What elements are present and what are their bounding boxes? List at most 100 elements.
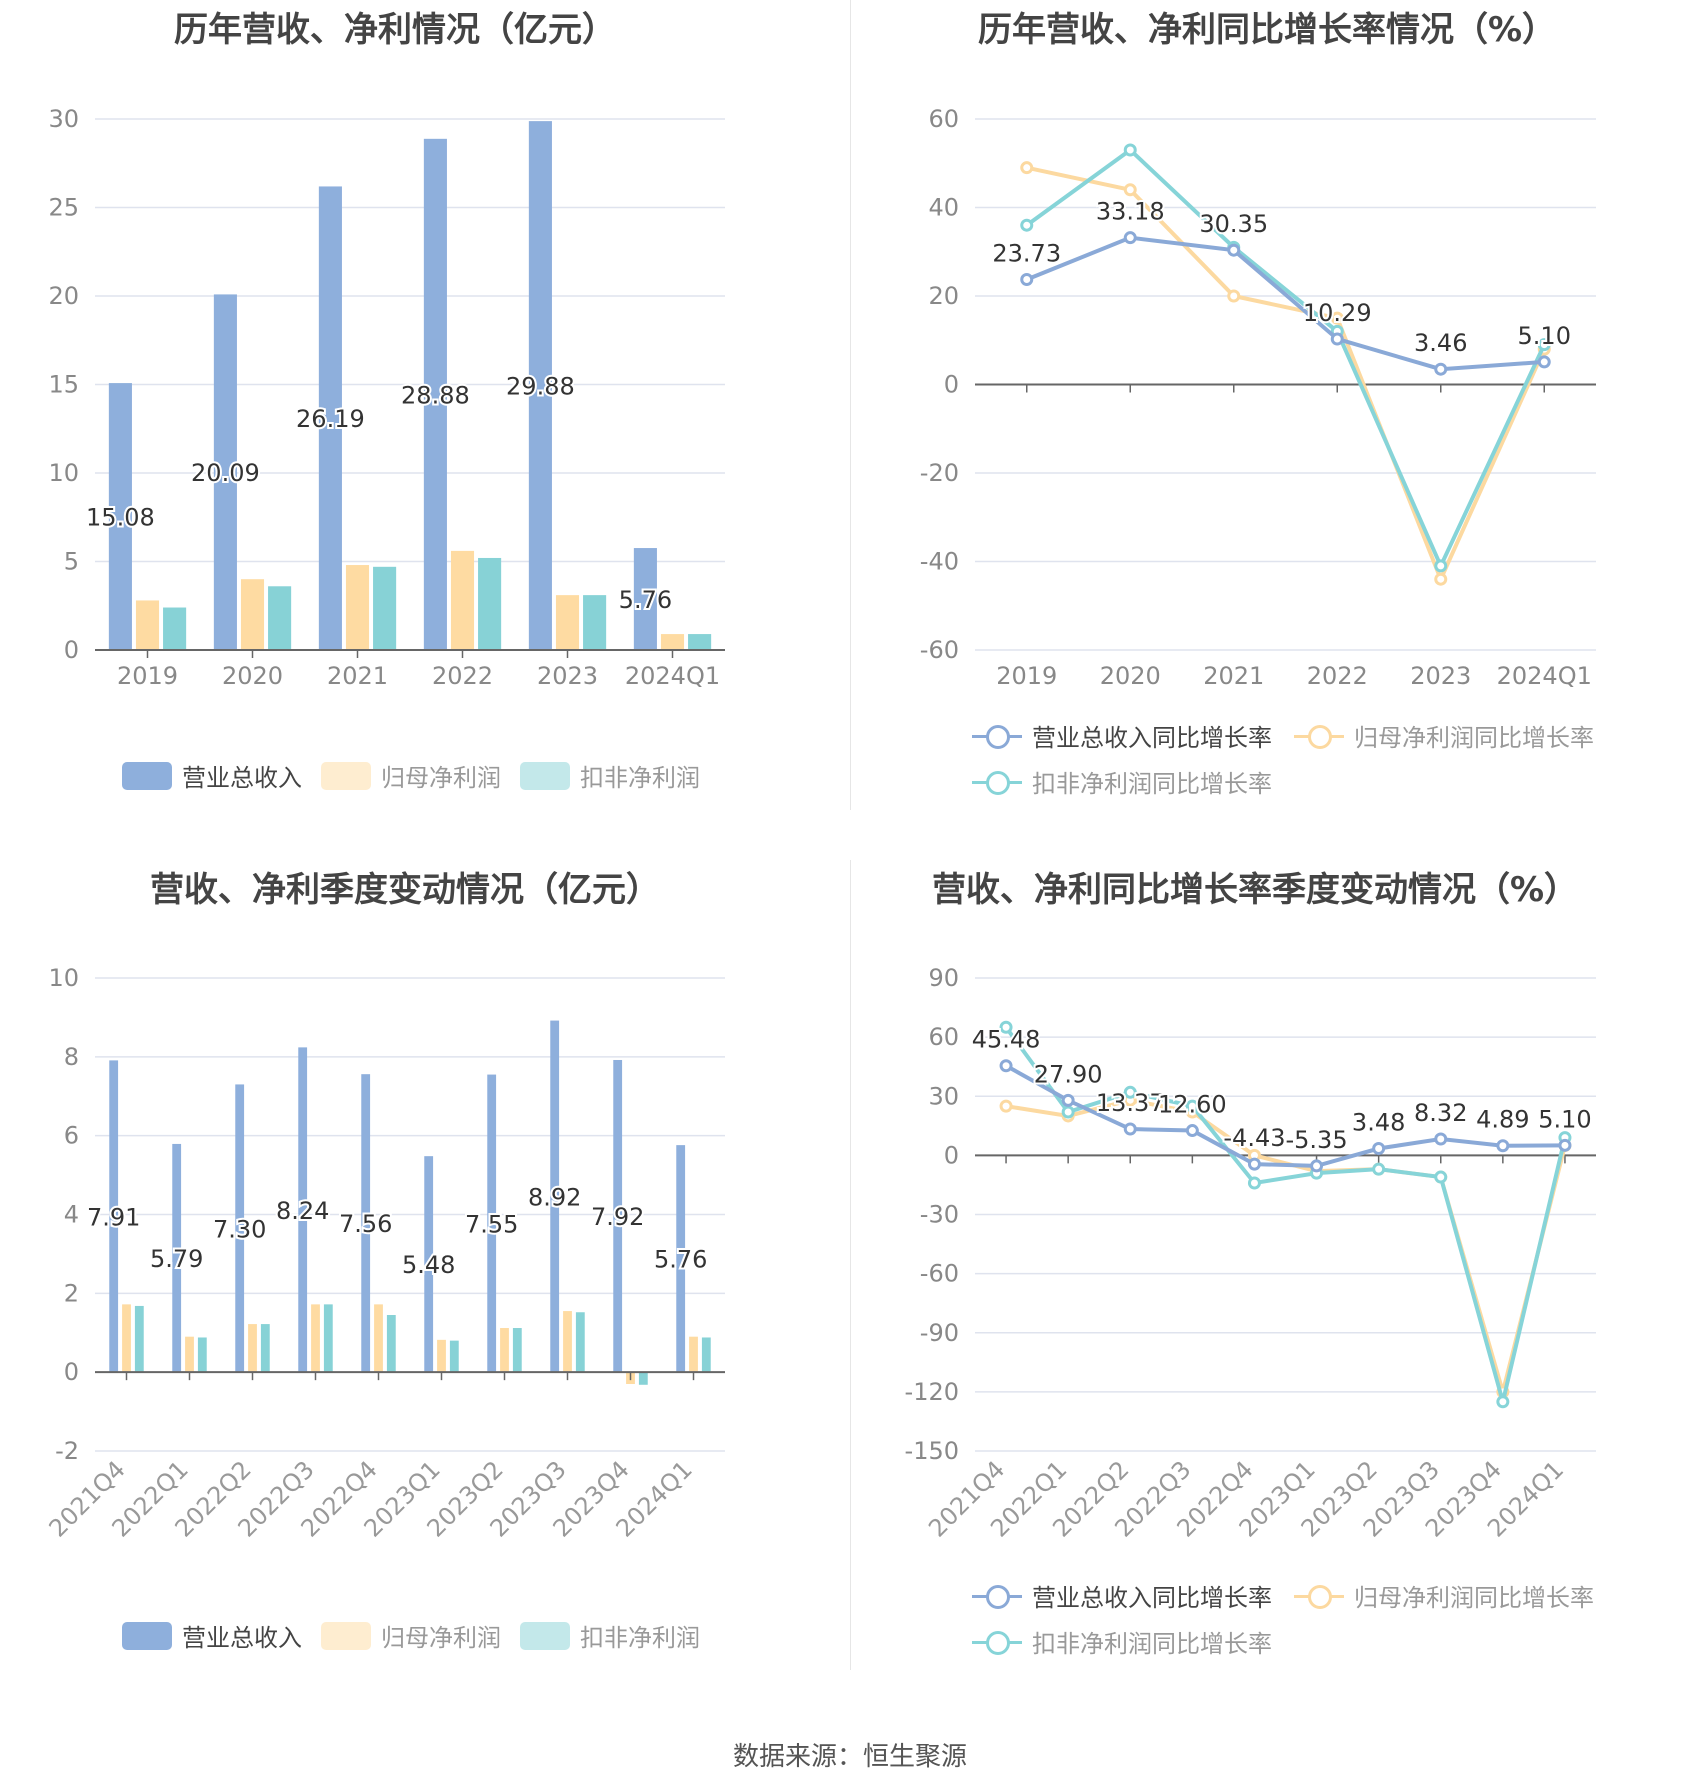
y-tick-label: 10 <box>48 964 79 992</box>
legend-item-net-profit-growth[interactable]: 归母净利润同比增长率 <box>1294 718 1594 753</box>
legend-item-deducted-growth[interactable]: 扣非净利润同比增长率 <box>972 764 1272 799</box>
bar-net-profit <box>689 1336 698 1373</box>
data-label: 7.92 <box>591 1203 644 1231</box>
point-line-deducted-growth <box>1434 559 1448 573</box>
legend-item-deducted-growth[interactable]: 扣非净利润同比增长率 <box>972 1624 1272 1659</box>
point-line-revenue-growth <box>1434 362 1448 376</box>
bar-deducted-profit <box>163 607 187 650</box>
legend-item-net-profit[interactable]: 归母净利润 <box>321 1618 501 1653</box>
data-label: 5.10 <box>1538 1105 1591 1133</box>
legend-label: 归母净利润同比增长率 <box>1354 724 1594 752</box>
x-tick-label: 2019 <box>117 662 178 690</box>
legend-item-revenue[interactable]: 营业总收入 <box>122 1618 302 1653</box>
data-label: 3.48 <box>1352 1109 1405 1137</box>
legend-item-revenue-growth[interactable]: 营业总收入同比增长率 <box>972 1578 1272 1613</box>
bar-deducted-profit <box>575 1312 585 1373</box>
data-label: 26.19 <box>296 405 365 433</box>
data-label: -5.35 <box>1285 1126 1347 1154</box>
bar-revenue <box>361 1074 371 1373</box>
point-line-revenue-growth <box>999 1059 1013 1073</box>
bar-deducted-profit <box>701 1337 711 1373</box>
y-tick-label: -20 <box>920 459 959 487</box>
data-label: 45.48 <box>972 1026 1041 1054</box>
point-line-revenue-growth <box>1558 1138 1572 1152</box>
y-tick-label: -60 <box>920 1260 959 1288</box>
bar-revenue <box>213 294 237 650</box>
point-line-revenue-growth <box>1434 1132 1448 1146</box>
bar-revenue <box>298 1047 308 1373</box>
data-label: 30.35 <box>1199 210 1268 238</box>
y-tick-label: -40 <box>920 548 959 576</box>
legend-item-deducted-profit[interactable]: 扣非净利润 <box>520 758 700 793</box>
legend-item-revenue[interactable]: 营业总收入 <box>122 758 302 793</box>
bar-deducted-profit <box>268 586 292 650</box>
data-label: 7.55 <box>465 1210 518 1238</box>
chart-title: 历年营收、净利情况（亿元） <box>174 10 616 50</box>
point-line-deducted-growth <box>1185 1099 1199 1113</box>
bar-deducted-profit <box>688 634 712 650</box>
x-tick-label: 2023 <box>1410 662 1471 690</box>
chart-title: 历年营收、净利同比增长率情况（%） <box>977 10 1557 50</box>
legend-label: 扣非净利润 <box>580 1624 700 1652</box>
x-tick-label: 2022 <box>1307 662 1368 690</box>
bar-net-profit <box>122 1304 131 1373</box>
y-tick-label: 10 <box>48 459 79 487</box>
bar-net-profit <box>500 1328 509 1373</box>
bar-revenue <box>633 548 657 650</box>
x-tick-label: 2024Q1 <box>625 662 720 690</box>
legend-label: 归母净利润同比增长率 <box>1354 1584 1594 1612</box>
line-deducted-growth <box>1025 147 1547 571</box>
legend-swatch <box>520 1621 570 1650</box>
bar-net-profit <box>563 1311 572 1373</box>
bar-net-profit <box>135 600 160 650</box>
y-tick-label: -60 <box>920 636 959 664</box>
point-line-revenue-growth <box>1247 1157 1261 1171</box>
legend-label: 归母净利润 <box>381 1624 501 1652</box>
legend-item-net-profit-growth[interactable]: 归母净利润同比增长率 <box>1294 1578 1594 1613</box>
legend-label: 扣非净利润同比增长率 <box>1032 1630 1272 1658</box>
legend-item-revenue-growth[interactable]: 营业总收入同比增长率 <box>972 718 1272 753</box>
data-label: 5.76 <box>654 1246 707 1274</box>
bar-deducted-profit <box>197 1337 207 1373</box>
bar-net-profit <box>311 1304 320 1373</box>
y-tick-label: 15 <box>48 371 79 399</box>
bar-deducted-profit <box>323 1304 333 1373</box>
legend-swatch <box>321 761 371 790</box>
point-line-deducted-growth <box>1123 143 1137 157</box>
chart-svg: -60 -40 -20 0 20 40 60 2019 2020 2021 2022 2023 2024… <box>920 105 1596 690</box>
legend-label: 扣非净利润同比增长率 <box>1032 770 1272 798</box>
y-tick-label: 90 <box>928 964 959 992</box>
data-label: 7.56 <box>339 1210 392 1238</box>
legend-item-deducted-profit[interactable]: 扣非净利润 <box>520 1618 700 1653</box>
bar-revenue <box>528 121 552 650</box>
legend-swatch <box>1294 722 1344 750</box>
y-tick-label: 6 <box>64 1122 79 1150</box>
y-tick-label: 30 <box>48 105 79 133</box>
data-label: 27.90 <box>1034 1060 1103 1088</box>
chart-panel-quarterly-growth: 营收、净利同比增长率季度变动情况（%） -150 -120 -90 -60 -30 0 30… <box>850 860 1700 1680</box>
legend-label: 营业总收入 <box>182 1624 302 1652</box>
legend-item-net-profit[interactable]: 归母净利润 <box>321 758 501 793</box>
panel-divider <box>850 860 851 1670</box>
line-net-profit-growth <box>1026 165 1547 585</box>
data-label: 8.92 <box>528 1183 581 1211</box>
x-tick-label: 2022 <box>432 662 493 690</box>
bar-deducted-profit <box>638 1372 648 1385</box>
bar-revenue <box>318 186 342 650</box>
y-tick-label: 60 <box>928 105 959 133</box>
x-tick-label: 2024Q1 <box>1497 662 1592 690</box>
data-label: 10.29 <box>1303 299 1372 327</box>
chart-panel-annual-growth: 历年营收、净利同比增长率情况（%） -60 -40 -20 0 20 40 60 2019 20… <box>850 0 1700 810</box>
y-tick-label: 0 <box>64 1358 79 1386</box>
data-label: 33.18 <box>1096 198 1165 226</box>
data-label: 15.08 <box>86 504 155 532</box>
y-tick-label: 60 <box>928 1023 959 1051</box>
bar-revenue <box>613 1059 623 1373</box>
bar-net-profit <box>660 634 685 650</box>
data-label: 29.88 <box>506 373 575 401</box>
bar-revenue <box>676 1145 686 1373</box>
point-line-deducted-growth <box>1020 218 1034 232</box>
bar-revenue <box>550 1020 560 1373</box>
y-tick-label: -150 <box>905 1437 959 1465</box>
data-label: -4.43 <box>1223 1124 1285 1152</box>
